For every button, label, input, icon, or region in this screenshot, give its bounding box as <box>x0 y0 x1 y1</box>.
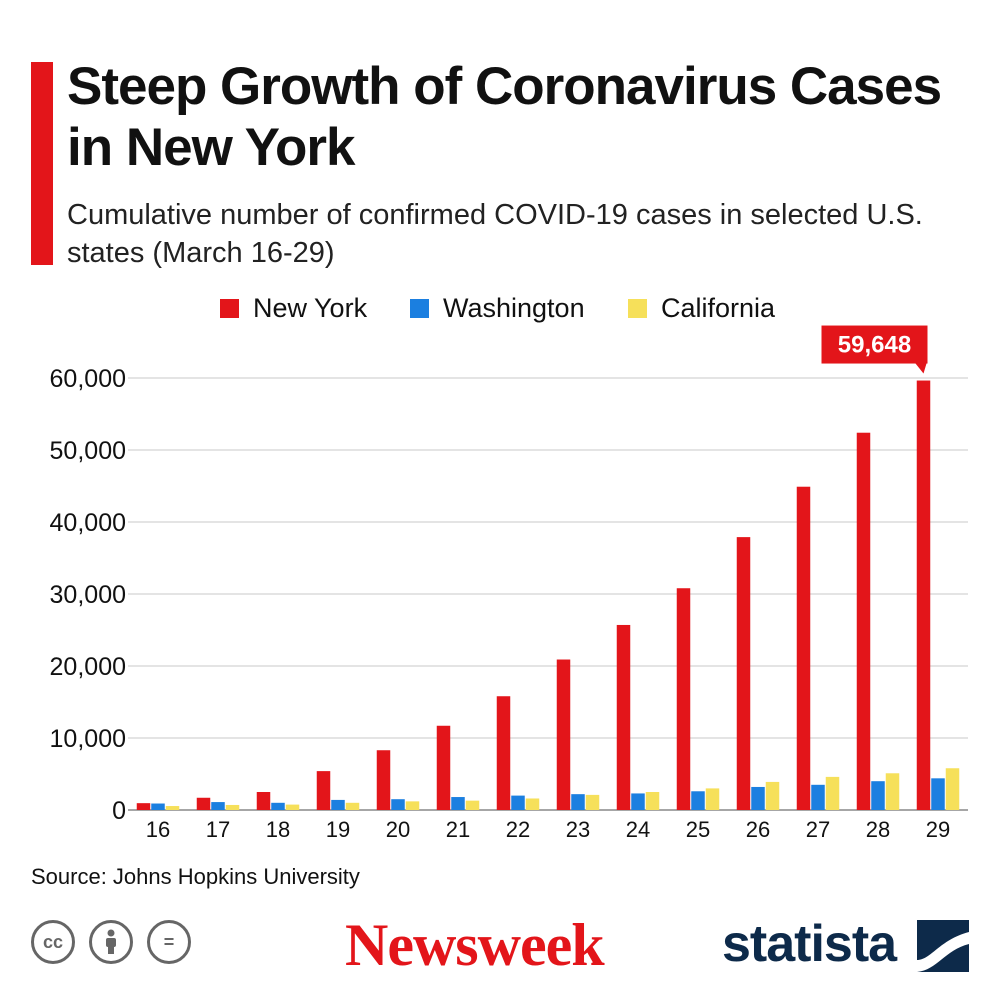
x-tick-label: 17 <box>206 817 230 842</box>
legend-label-new-york: New York <box>253 293 368 323</box>
bar-california <box>705 788 720 810</box>
legend: New York Washington California <box>0 293 1000 325</box>
y-tick-label: 60,000 <box>50 365 126 393</box>
title-accent-bar <box>31 62 53 265</box>
bar-washington <box>511 795 525 810</box>
bar-washington <box>571 794 585 810</box>
bar-california <box>585 794 600 810</box>
bar-washington <box>391 799 405 810</box>
bar-new-york <box>616 624 631 810</box>
chart-subtitle: Cumulative number of confirmed COVID-19 … <box>67 196 947 272</box>
bar-california <box>345 802 360 810</box>
bar-new-york <box>376 750 391 810</box>
source-note: Source: Johns Hopkins University <box>31 864 360 889</box>
bar-new-york <box>496 696 511 810</box>
no-derivatives-icon: = <box>147 920 191 964</box>
subtitle-line-2: states (March 16-29) <box>67 237 335 269</box>
x-tick-label: 21 <box>446 817 470 842</box>
bar-california <box>285 804 300 810</box>
annotation-callout <box>821 325 928 364</box>
bar-california <box>945 768 960 810</box>
bar-washington <box>331 799 345 810</box>
title-line-2: in New York <box>67 118 355 177</box>
x-tick-label: 29 <box>926 817 950 842</box>
newsweek-logo: Newsweek <box>345 912 605 978</box>
legend-item-new-york: New York <box>220 293 367 324</box>
x-tick-label: 16 <box>146 817 170 842</box>
bar-california <box>885 773 900 810</box>
x-tick-label: 25 <box>686 817 710 842</box>
bar-chart: 0 10,000 20,000 30,000 40,000 50,000 60,000 16 1… <box>50 325 968 842</box>
license-icons: cc = <box>31 920 205 964</box>
bar-washington <box>811 784 825 810</box>
bar-new-york <box>436 725 451 810</box>
y-tick-label: 0 <box>112 797 126 825</box>
x-tick-label: 27 <box>806 817 830 842</box>
bar-new-york <box>676 588 691 810</box>
y-tick-label: 10,000 <box>50 725 126 753</box>
bar-washington <box>211 802 225 810</box>
legend-label-california: California <box>661 293 776 323</box>
y-tick-label: 40,000 <box>50 509 126 537</box>
bar-california <box>405 801 420 810</box>
title-line-1: Steep Growth of Coronavirus Cases <box>67 57 942 116</box>
x-tick-label: 28 <box>866 817 890 842</box>
chart-title: Steep Growth of Coronavirus Cases in New… <box>67 56 967 178</box>
legend-swatch-new-york <box>220 299 239 318</box>
bar-washington <box>871 781 885 810</box>
attribution-icon <box>89 920 133 964</box>
x-tick-label: 26 <box>746 817 770 842</box>
statista-mark-icon <box>917 920 969 972</box>
y-tick-label: 50,000 <box>50 437 126 465</box>
bar-new-york <box>796 486 811 810</box>
bar-new-york <box>316 771 331 810</box>
bar-new-york <box>256 792 271 810</box>
bar-new-york <box>136 803 151 810</box>
bar-washington <box>691 791 705 810</box>
bar-california <box>765 781 780 810</box>
annotation-label: 59,648 <box>838 332 911 359</box>
bar-washington <box>931 778 945 810</box>
x-tick-label: 24 <box>626 817 650 842</box>
bar-california <box>525 798 540 810</box>
legend-swatch-california <box>628 299 647 318</box>
subtitle-line-1: Cumulative number of confirmed COVID-19 … <box>67 199 923 231</box>
legend-item-california: California <box>628 293 775 324</box>
annotation-pointer <box>915 363 927 374</box>
bar-new-york <box>556 659 571 810</box>
x-tick-label: 23 <box>566 817 590 842</box>
cc-icon: cc <box>31 920 75 964</box>
y-tick-label: 20,000 <box>50 653 126 681</box>
bar-new-york <box>736 537 751 810</box>
x-tick-label: 19 <box>326 817 350 842</box>
legend-label-washington: Washington <box>443 293 585 323</box>
bar-california <box>165 806 180 810</box>
bar-new-york <box>916 380 931 810</box>
bar-new-york <box>856 432 871 810</box>
x-tick-label: 20 <box>386 817 410 842</box>
x-tick-label: 18 <box>266 817 290 842</box>
bar-washington <box>271 802 285 810</box>
x-tick-label: 22 <box>506 817 530 842</box>
y-tick-label: 30,000 <box>50 581 126 609</box>
bar-washington <box>631 793 645 810</box>
bar-california <box>825 776 840 810</box>
legend-item-washington: Washington <box>410 293 585 324</box>
bar-washington <box>751 786 765 810</box>
bar-california <box>225 804 240 810</box>
bar-california <box>645 792 660 810</box>
statista-logo: statista <box>722 915 897 973</box>
legend-swatch-washington <box>410 299 429 318</box>
bar-washington <box>451 797 465 810</box>
bar-new-york <box>196 797 211 810</box>
bar-california <box>465 800 480 810</box>
bar-washington <box>151 803 165 810</box>
